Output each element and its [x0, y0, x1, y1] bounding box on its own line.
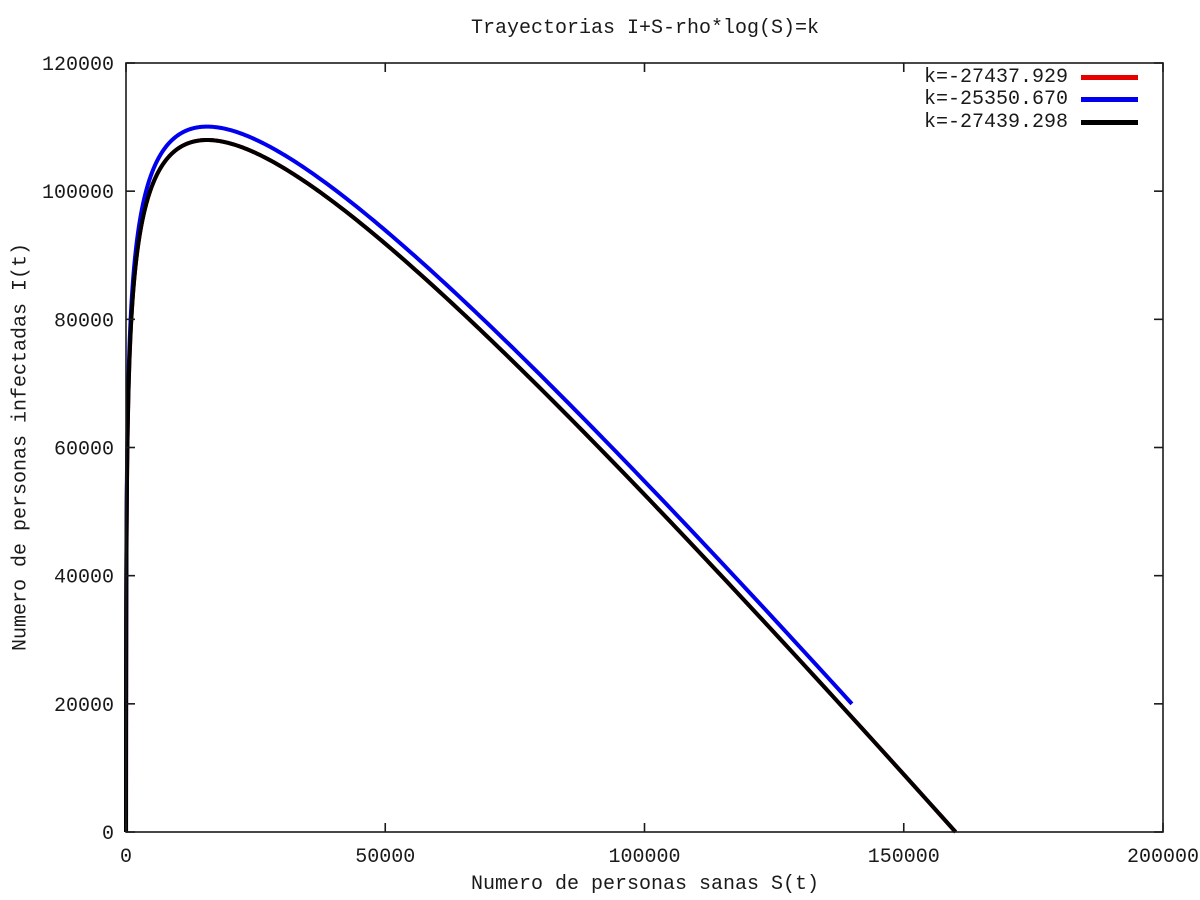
series-curve-2 [124, 138, 958, 834]
x-tick-label: 150000 [868, 846, 940, 869]
y-tick-label: 40000 [54, 567, 114, 590]
chart-title: Trayectorias I+S-rho*log(S)=k [470, 17, 820, 40]
y-tick-label: 60000 [54, 439, 114, 462]
y-tick-label: 100000 [42, 182, 114, 205]
legend-entry: k=-27439.298 [924, 111, 1138, 134]
series-curve-1 [124, 124, 854, 833]
y-tick-label: 120000 [42, 54, 114, 77]
x-tick-label: 200000 [1127, 846, 1199, 869]
plot-border [125, 62, 1164, 833]
y-tick-label: 0 [102, 823, 114, 846]
legend: k=-27437.929 k=-25350.670 k=-27439.298 [924, 66, 1138, 134]
legend-label: k=-27437.929 [923, 65, 1068, 89]
x-tick-label: 100000 [608, 846, 680, 869]
legend-line-icon [1081, 97, 1138, 103]
x-axis-title: Numero de personas sanas S(t) [470, 873, 820, 896]
y-tick-label: 80000 [54, 310, 114, 333]
y-tick-label: 20000 [54, 695, 114, 718]
series-curve-0 [124, 137, 958, 834]
x-tick-label: 50000 [355, 846, 415, 869]
x-tick-label: 0 [120, 846, 132, 869]
legend-entry: k=-27437.929 [924, 66, 1138, 89]
legend-entry: k=-25350.670 [923, 88, 1138, 112]
legend-line-icon [1081, 74, 1138, 80]
legend-line-icon [1081, 119, 1138, 125]
legend-label: k=-25350.670 [923, 88, 1068, 112]
legend-label: k=-27439.298 [923, 110, 1068, 134]
